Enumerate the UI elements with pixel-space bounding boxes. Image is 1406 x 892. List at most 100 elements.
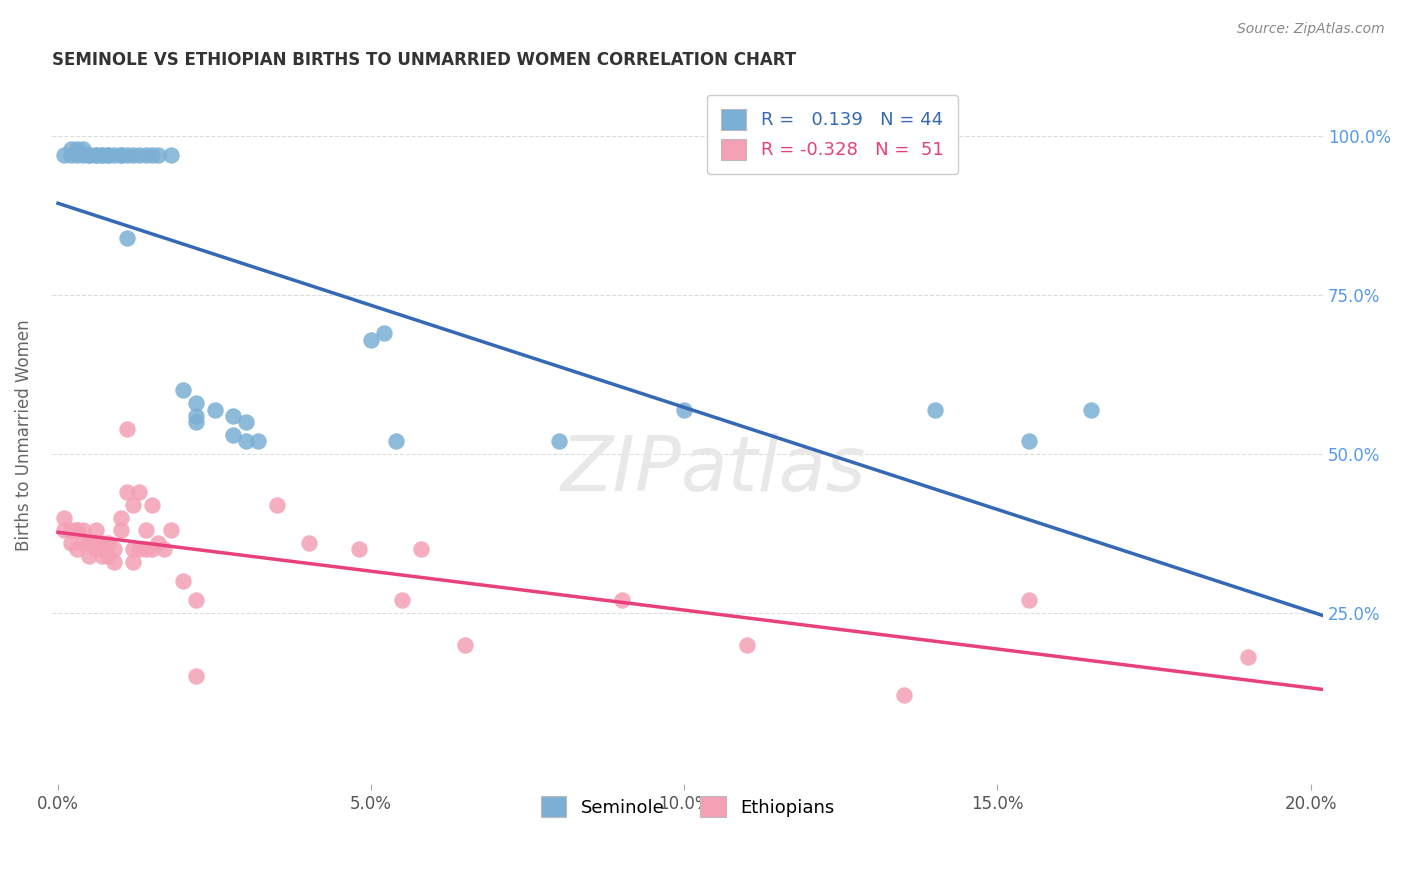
- Point: [122, 148, 145, 162]
- Point: [84, 148, 107, 162]
- Point: [72, 148, 94, 162]
- Point: [610, 593, 633, 607]
- Point: [103, 555, 125, 569]
- Point: [1080, 402, 1102, 417]
- Point: [128, 485, 150, 500]
- Point: [141, 542, 163, 557]
- Point: [79, 536, 101, 550]
- Point: [115, 231, 138, 245]
- Point: [347, 542, 370, 557]
- Point: [84, 148, 107, 162]
- Point: [924, 402, 946, 417]
- Point: [90, 148, 112, 162]
- Point: [159, 523, 181, 537]
- Point: [172, 384, 194, 398]
- Text: ZIPatlas: ZIPatlas: [560, 433, 866, 507]
- Point: [66, 523, 89, 537]
- Point: [247, 434, 270, 449]
- Point: [110, 510, 132, 524]
- Point: [72, 536, 94, 550]
- Point: [222, 428, 245, 442]
- Point: [115, 422, 138, 436]
- Point: [135, 148, 157, 162]
- Point: [159, 148, 181, 162]
- Point: [103, 148, 125, 162]
- Point: [153, 542, 176, 557]
- Point: [135, 542, 157, 557]
- Point: [97, 549, 120, 563]
- Point: [673, 402, 696, 417]
- Point: [222, 409, 245, 423]
- Point: [59, 142, 82, 156]
- Point: [79, 148, 101, 162]
- Point: [184, 415, 207, 429]
- Point: [1237, 650, 1260, 665]
- Point: [90, 536, 112, 550]
- Point: [79, 148, 101, 162]
- Point: [373, 326, 395, 341]
- Point: [66, 142, 89, 156]
- Y-axis label: Births to Unmarried Women: Births to Unmarried Women: [15, 319, 32, 550]
- Point: [66, 523, 89, 537]
- Point: [184, 669, 207, 683]
- Point: [110, 148, 132, 162]
- Point: [128, 542, 150, 557]
- Point: [172, 574, 194, 588]
- Point: [122, 542, 145, 557]
- Point: [84, 536, 107, 550]
- Point: [72, 142, 94, 156]
- Point: [204, 402, 226, 417]
- Point: [97, 148, 120, 162]
- Point: [66, 148, 89, 162]
- Point: [115, 485, 138, 500]
- Point: [90, 549, 112, 563]
- Point: [84, 542, 107, 557]
- Point: [79, 549, 101, 563]
- Point: [110, 523, 132, 537]
- Point: [72, 523, 94, 537]
- Point: [141, 148, 163, 162]
- Point: [391, 593, 413, 607]
- Point: [66, 542, 89, 557]
- Point: [1018, 593, 1040, 607]
- Point: [53, 523, 76, 537]
- Point: [184, 396, 207, 410]
- Point: [148, 148, 170, 162]
- Point: [90, 148, 112, 162]
- Point: [1018, 434, 1040, 449]
- Point: [103, 542, 125, 557]
- Point: [84, 523, 107, 537]
- Point: [115, 148, 138, 162]
- Point: [53, 148, 76, 162]
- Point: [122, 498, 145, 512]
- Text: SEMINOLE VS ETHIOPIAN BIRTHS TO UNMARRIED WOMEN CORRELATION CHART: SEMINOLE VS ETHIOPIAN BIRTHS TO UNMARRIE…: [52, 51, 796, 69]
- Point: [110, 148, 132, 162]
- Point: [53, 510, 76, 524]
- Point: [79, 536, 101, 550]
- Point: [893, 689, 915, 703]
- Point: [59, 523, 82, 537]
- Point: [128, 148, 150, 162]
- Point: [548, 434, 571, 449]
- Point: [297, 536, 319, 550]
- Point: [184, 409, 207, 423]
- Point: [97, 148, 120, 162]
- Point: [266, 498, 288, 512]
- Point: [411, 542, 433, 557]
- Point: [360, 333, 382, 347]
- Point: [385, 434, 408, 449]
- Point: [59, 148, 82, 162]
- Point: [235, 434, 257, 449]
- Point: [184, 593, 207, 607]
- Text: Source: ZipAtlas.com: Source: ZipAtlas.com: [1237, 22, 1385, 37]
- Legend: Seminole, Ethiopians: Seminole, Ethiopians: [533, 789, 841, 824]
- Point: [141, 498, 163, 512]
- Point: [235, 415, 257, 429]
- Point: [454, 638, 477, 652]
- Point: [59, 536, 82, 550]
- Point: [135, 523, 157, 537]
- Point: [97, 536, 120, 550]
- Point: [735, 638, 758, 652]
- Point: [148, 536, 170, 550]
- Point: [122, 555, 145, 569]
